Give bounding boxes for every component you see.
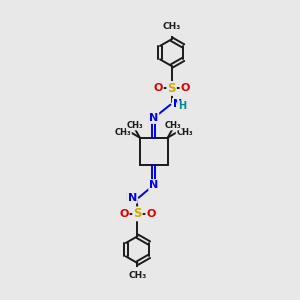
Text: O: O [146, 209, 156, 219]
Text: CH₃: CH₃ [127, 121, 143, 130]
Text: CH₃: CH₃ [164, 121, 181, 130]
Text: N: N [149, 180, 158, 190]
Text: CH₃: CH₃ [128, 271, 147, 280]
Text: CH₃: CH₃ [163, 22, 181, 31]
Text: CH₃: CH₃ [114, 128, 131, 137]
Text: O: O [119, 209, 129, 219]
Text: S: S [167, 82, 176, 95]
Text: O: O [181, 83, 190, 93]
Text: S: S [133, 207, 142, 220]
Text: N: N [128, 193, 137, 203]
Text: N: N [173, 99, 182, 109]
Text: O: O [154, 83, 163, 93]
Text: CH₃: CH₃ [176, 128, 193, 137]
Text: N: N [149, 113, 158, 123]
Text: H: H [178, 101, 186, 112]
Text: H: H [125, 192, 133, 202]
